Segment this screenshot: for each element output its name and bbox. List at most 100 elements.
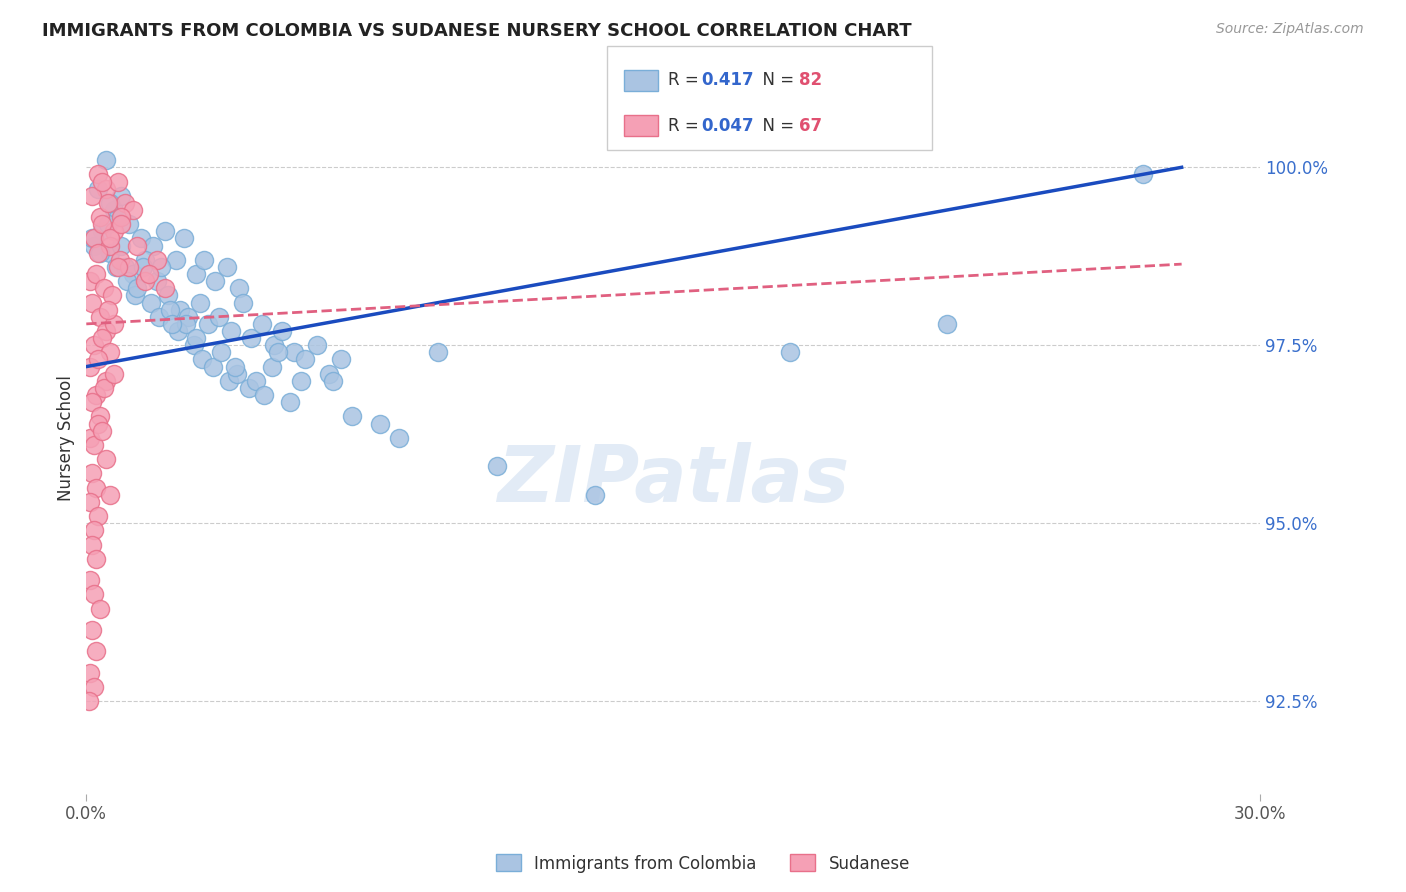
Point	[93, 381, 115, 395]
Text: 0.047: 0.047	[702, 117, 754, 135]
Point	[139, 295, 162, 310]
Point	[368, 417, 391, 431]
Point	[225, 367, 247, 381]
Point	[87, 352, 110, 367]
Point	[184, 331, 207, 345]
Point	[162, 317, 184, 331]
Point	[97, 217, 120, 231]
Point	[83, 680, 105, 694]
Text: N =: N =	[752, 117, 800, 135]
Point	[91, 175, 114, 189]
Point	[232, 295, 254, 310]
Point	[278, 395, 301, 409]
Point	[283, 345, 305, 359]
Point	[169, 302, 191, 317]
Point	[79, 573, 101, 587]
Point	[177, 310, 200, 324]
Point	[103, 202, 125, 217]
Point	[89, 409, 111, 424]
Text: ZIPatlas: ZIPatlas	[496, 442, 849, 518]
Point	[145, 252, 167, 267]
Point	[253, 388, 276, 402]
Point	[127, 281, 149, 295]
Point	[165, 252, 187, 267]
Text: N =: N =	[752, 71, 800, 89]
Point	[294, 352, 316, 367]
Point	[83, 587, 105, 601]
Point	[98, 245, 121, 260]
Point	[228, 281, 250, 295]
Point	[388, 431, 411, 445]
Text: 82: 82	[799, 71, 821, 89]
Point	[94, 153, 117, 168]
Text: R =: R =	[668, 117, 704, 135]
Point	[263, 338, 285, 352]
Point	[87, 245, 110, 260]
Point	[153, 281, 176, 295]
Text: R =: R =	[668, 71, 704, 89]
Point	[159, 302, 181, 317]
Point	[252, 317, 274, 331]
Text: 0.417: 0.417	[702, 71, 754, 89]
Point	[322, 374, 344, 388]
Point	[98, 345, 121, 359]
Point	[94, 182, 117, 196]
Point	[82, 231, 104, 245]
Point	[127, 238, 149, 252]
Point	[83, 524, 105, 538]
Point	[1132, 168, 1154, 182]
Point	[107, 260, 129, 274]
Point	[91, 217, 114, 231]
Point	[486, 459, 509, 474]
Point	[427, 345, 450, 359]
Point	[97, 195, 120, 210]
Point	[79, 694, 101, 708]
Point	[149, 260, 172, 274]
Point	[218, 374, 240, 388]
Point	[107, 210, 129, 224]
Point	[83, 438, 105, 452]
Point	[108, 252, 131, 267]
Point	[87, 182, 110, 196]
Point	[935, 317, 957, 331]
Point	[98, 195, 121, 210]
Point	[342, 409, 364, 424]
Point	[183, 338, 205, 352]
Point	[167, 324, 190, 338]
Legend: Immigrants from Colombia, Sudanese: Immigrants from Colombia, Sudanese	[489, 847, 917, 880]
Point	[307, 338, 329, 352]
Point	[107, 175, 129, 189]
Point	[188, 295, 211, 310]
Point	[94, 324, 117, 338]
Point	[103, 224, 125, 238]
Point	[145, 274, 167, 288]
Point	[89, 210, 111, 224]
Point	[82, 395, 104, 409]
Point	[89, 310, 111, 324]
Point	[202, 359, 225, 374]
Point	[329, 352, 352, 367]
Point	[84, 388, 107, 402]
Point	[82, 467, 104, 481]
Point	[82, 537, 104, 551]
Point	[82, 623, 104, 637]
Point	[193, 252, 215, 267]
Point	[779, 345, 801, 359]
Point	[103, 367, 125, 381]
Text: 67: 67	[799, 117, 821, 135]
Y-axis label: Nursery School: Nursery School	[58, 375, 75, 500]
Point	[174, 317, 197, 331]
Point	[79, 665, 101, 680]
Point	[157, 288, 180, 302]
Point	[132, 260, 155, 274]
Point	[197, 317, 219, 331]
Text: Source: ZipAtlas.com: Source: ZipAtlas.com	[1216, 22, 1364, 37]
Point	[84, 267, 107, 281]
Point	[114, 195, 136, 210]
Point	[89, 245, 111, 260]
Point	[110, 210, 132, 224]
Point	[117, 274, 139, 288]
Point	[238, 381, 260, 395]
Point	[122, 202, 145, 217]
Point	[290, 374, 312, 388]
